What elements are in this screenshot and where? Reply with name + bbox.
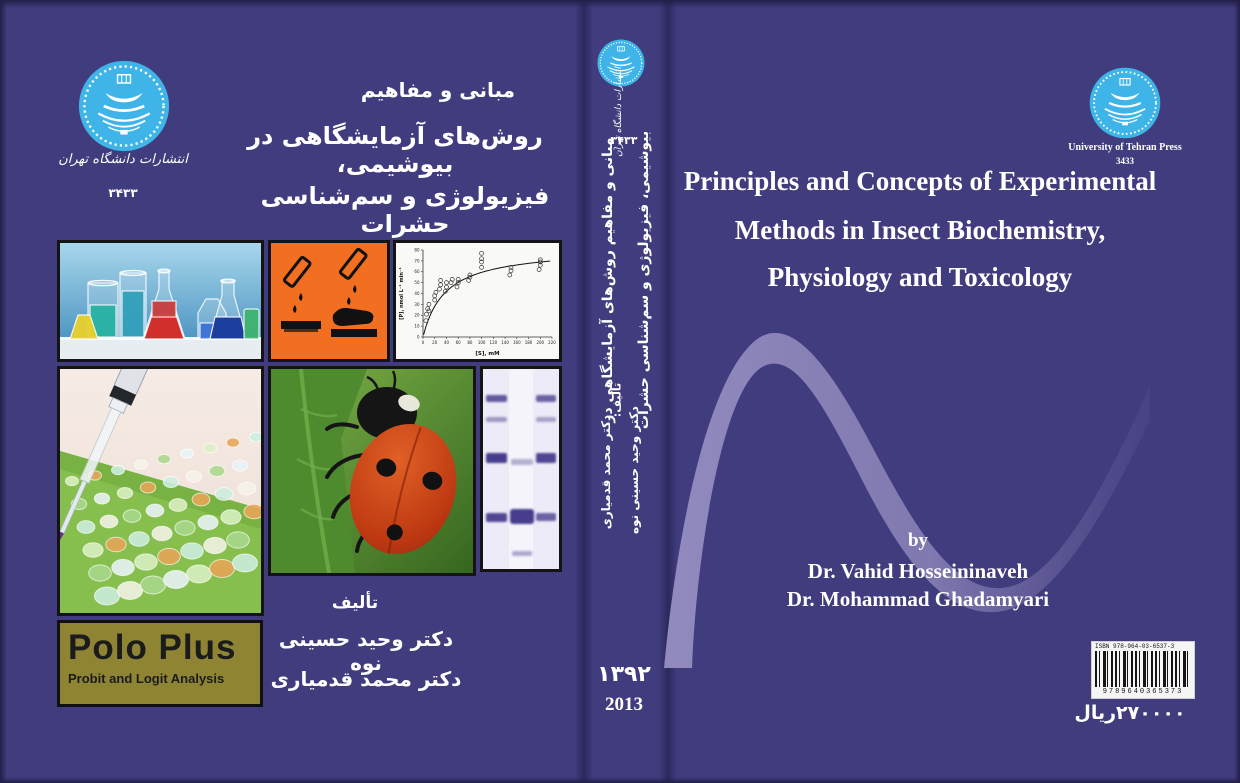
scan-edge-right — [1234, 0, 1240, 783]
svg-text:120: 120 — [490, 340, 498, 345]
svg-text:[S], mM: [S], mM — [475, 351, 499, 357]
isbn-label: ISBN 978-964-03-6537-3 — [1095, 643, 1175, 650]
scan-edge-top — [0, 0, 1240, 8]
svg-text:140: 140 — [501, 340, 509, 345]
corrosive-hazard-photo — [268, 240, 390, 362]
front-title-line1: مبانی و مفاهیم — [360, 78, 516, 102]
svg-text:40: 40 — [444, 340, 450, 345]
svg-text:40: 40 — [414, 291, 420, 296]
scan-edge-bottom — [0, 777, 1240, 783]
barcode-bars — [1095, 651, 1191, 687]
spine-year-en: 2013 — [605, 694, 643, 715]
spine-byline-label: تألیف: — [610, 382, 624, 418]
svg-text:0: 0 — [417, 334, 420, 339]
university-of-tehran-logo-back — [1089, 67, 1161, 139]
svg-text:20: 20 — [414, 313, 420, 318]
polo-plus-subtitle: Probit and Logit Analysis — [68, 671, 225, 686]
spine-year-fa: ۱۳۹۲ — [597, 662, 651, 687]
spine-fold-left — [575, 0, 593, 783]
svg-text:220: 220 — [548, 340, 556, 345]
publisher-code-en: 3433 — [1116, 156, 1134, 166]
spine-title-left-column: مبانی و مفاهیم روش‌های آزمایشگاهی در — [600, 137, 616, 423]
spine-author-1: دکتر وحید حسینی نوه — [627, 406, 641, 534]
svg-text:20: 20 — [432, 340, 438, 345]
gel-electrophoresis-photo — [480, 366, 562, 572]
back-title-line3: Physiology and Toxicology — [767, 262, 1073, 292]
svg-text:0: 0 — [422, 340, 425, 345]
front-author-2: دکتر محمد قدمیاری — [270, 667, 462, 691]
svg-text:30: 30 — [414, 302, 420, 307]
svg-text:180: 180 — [525, 340, 533, 345]
swoosh-ribbon-graphic — [664, 332, 1150, 668]
svg-text:10: 10 — [414, 324, 420, 329]
front-author-1: دکتر وحید حسینی نوه — [278, 627, 454, 675]
ladybug-photo — [268, 366, 476, 576]
svg-text:60: 60 — [414, 269, 420, 274]
back-title-line2: Methods in Insect Biochemistry, — [734, 215, 1106, 245]
svg-text:100: 100 — [478, 340, 486, 345]
flasks-photo — [57, 240, 264, 362]
price-label: ۲۷۰۰۰۰ریال — [1074, 702, 1186, 724]
svg-text:80: 80 — [414, 247, 420, 252]
corrosive-hazard-pictogram — [271, 243, 387, 359]
kinetics-chart-photo: 0 20 40 60 80 100 120 140 160 180 200 220 0 10 20 30 40 5… — [393, 240, 562, 362]
back-title-line1: Principles and Concepts of Experimental — [683, 166, 1157, 196]
spine-publisher-code: ۳۴۳۳ — [610, 134, 638, 147]
spine-fold-right — [659, 0, 677, 783]
publisher-name-fa: انتشارات دانشگاه تهران — [58, 152, 188, 167]
scan-edge-left — [0, 0, 7, 783]
svg-text:80: 80 — [467, 340, 473, 345]
svg-text:160: 160 — [513, 340, 521, 345]
polo-plus-title: Polo Plus — [68, 628, 237, 667]
publisher-name-en: University of Tehran Press — [1068, 142, 1182, 153]
svg-text:60: 60 — [456, 340, 462, 345]
svg-text:70: 70 — [414, 258, 420, 263]
university-of-tehran-logo-front — [78, 60, 170, 152]
svg-text:[P], nmol L⁻¹ min⁻¹: [P], nmol L⁻¹ min⁻¹ — [399, 267, 405, 320]
spine-author-2: دکتر محمد قدمیاری — [599, 414, 613, 530]
front-title-line2: روش‌های آزمایشگاهی در بیوشیمی، — [247, 122, 543, 178]
publisher-code-fa: ۳۴۳۳ — [108, 186, 138, 200]
back-author-2: Dr. Mohammad Ghadamyari — [786, 587, 1050, 611]
back-by-label: by — [907, 530, 929, 551]
polo-plus-logo: Polo Plus Probit and Logit Analysis — [57, 620, 263, 707]
pipette-microplate-photo — [57, 366, 264, 616]
front-byline-label: تألیف — [331, 593, 379, 613]
svg-text:200: 200 — [536, 340, 544, 345]
svg-text:50: 50 — [414, 280, 420, 285]
front-title-line3: فیزیولوژی و سم‌شناسی حشرات — [260, 182, 550, 238]
isbn-barcode: ISBN 978-964-03-6537-3 9789640365373 — [1091, 641, 1195, 699]
michaelis-menten-chart: 0 20 40 60 80 100 120 140 160 180 200 220 0 10 20 30 40 5… — [396, 243, 559, 359]
back-author-1: Dr. Vahid Hosseininaveh — [807, 559, 1029, 583]
isbn-digits: 9789640365373 — [1102, 688, 1184, 696]
